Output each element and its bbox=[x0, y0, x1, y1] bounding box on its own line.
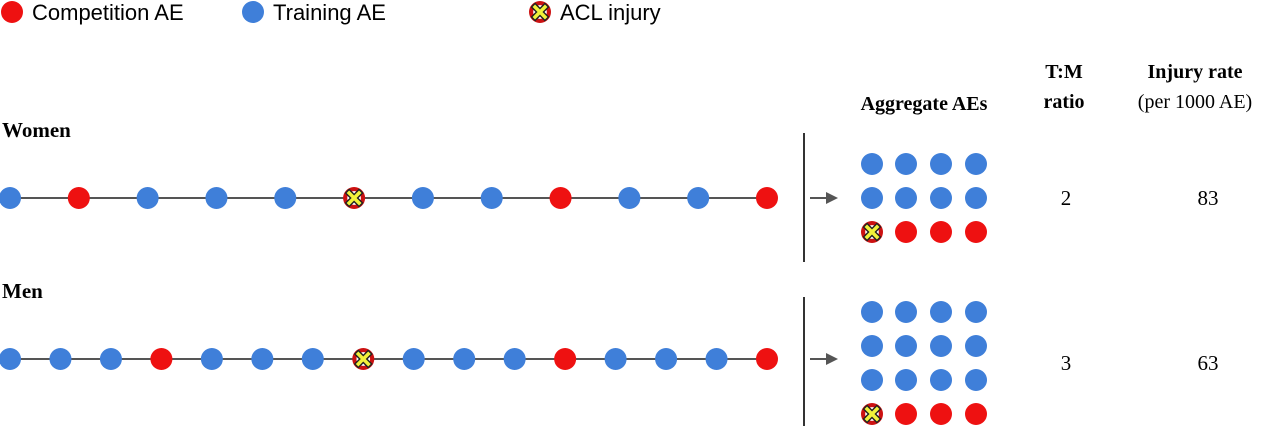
sequence-marker bbox=[200, 348, 223, 370]
rate-header-line2: (per 1000 AE) bbox=[1138, 91, 1252, 113]
aggregate-marker bbox=[930, 403, 952, 425]
training-legend-marker bbox=[242, 1, 264, 23]
training-legend-label: Training AE bbox=[273, 0, 386, 25]
sequence-marker bbox=[453, 348, 476, 370]
aggregate-marker bbox=[965, 153, 987, 175]
ratio-value: 2 bbox=[1061, 186, 1072, 210]
sequence-marker bbox=[136, 187, 159, 209]
sequence-marker bbox=[274, 187, 297, 209]
aggregate-marker bbox=[965, 335, 987, 357]
injury-legend-marker bbox=[529, 1, 551, 23]
aggregate-marker bbox=[861, 369, 883, 391]
sequence-marker bbox=[301, 348, 324, 370]
sequence-marker bbox=[549, 187, 572, 209]
sequence-marker bbox=[0, 187, 21, 209]
ratio-header-line2: ratio bbox=[1043, 91, 1084, 113]
aggregate-marker bbox=[895, 369, 917, 391]
row-label: Women bbox=[2, 118, 71, 142]
rate-header-line1: Injury rate bbox=[1148, 61, 1243, 83]
rate-value: 63 bbox=[1198, 351, 1219, 375]
rate-value: 83 bbox=[1198, 186, 1219, 210]
aggregate-marker bbox=[861, 221, 883, 243]
aggregate-marker bbox=[861, 403, 883, 425]
column-headers: Aggregate AEs T:M ratio Injury rate (per… bbox=[861, 61, 1253, 115]
aggregate-marker bbox=[895, 335, 917, 357]
aggregate-marker bbox=[965, 301, 987, 323]
sequence-marker bbox=[655, 348, 678, 370]
aggregate-marker bbox=[965, 187, 987, 209]
arrow-icon bbox=[810, 353, 838, 365]
sequence-marker bbox=[343, 187, 366, 209]
sequence-marker bbox=[402, 348, 425, 370]
row-label: Men bbox=[2, 279, 43, 303]
legend: Competition AE Training AE ACL injury bbox=[1, 0, 661, 25]
aggregate-marker bbox=[930, 335, 952, 357]
aggregate-marker bbox=[930, 221, 952, 243]
sequence-marker bbox=[0, 348, 21, 370]
sequence-marker bbox=[411, 187, 434, 209]
sequence-marker bbox=[99, 348, 122, 370]
aggregate-marker bbox=[861, 335, 883, 357]
sequence-marker bbox=[503, 348, 526, 370]
aggregate-marker bbox=[965, 403, 987, 425]
aggregate-marker bbox=[861, 301, 883, 323]
aggregate-header: Aggregate AEs bbox=[861, 93, 988, 115]
aggregate-marker bbox=[965, 221, 987, 243]
competition-legend-label: Competition AE bbox=[32, 0, 184, 25]
ratio-header-line1: T:M bbox=[1045, 61, 1083, 83]
aggregate-marker bbox=[895, 221, 917, 243]
sequence-marker bbox=[251, 348, 274, 370]
sequence-marker bbox=[604, 348, 627, 370]
aggregate-marker bbox=[861, 187, 883, 209]
sequence-marker bbox=[554, 348, 577, 370]
sequence-marker bbox=[150, 348, 173, 370]
aggregate-marker bbox=[895, 153, 917, 175]
competition-legend-marker bbox=[1, 1, 23, 23]
aggregate-marker bbox=[930, 187, 952, 209]
ratio-value: 3 bbox=[1061, 351, 1072, 375]
aggregate-marker bbox=[930, 301, 952, 323]
sequence-marker bbox=[618, 187, 641, 209]
sequence-marker bbox=[756, 187, 778, 209]
aggregate-marker bbox=[930, 369, 952, 391]
rows: Women 2 83 Men 3 63 bbox=[0, 118, 1219, 426]
aggregate-grid bbox=[861, 301, 987, 425]
sequence-marker bbox=[67, 187, 90, 209]
sequence-marker bbox=[756, 348, 778, 370]
injury-legend-label: ACL injury bbox=[560, 0, 661, 25]
aggregate-marker bbox=[930, 153, 952, 175]
aggregate-marker bbox=[965, 369, 987, 391]
row-women: Women 2 83 bbox=[0, 118, 1219, 262]
aggregate-marker bbox=[895, 187, 917, 209]
sequence-marker bbox=[352, 348, 375, 370]
aggregate-marker bbox=[895, 403, 917, 425]
aggregate-marker bbox=[895, 301, 917, 323]
aggregate-marker bbox=[861, 153, 883, 175]
sequence-marker bbox=[205, 187, 228, 209]
aggregate-grid bbox=[861, 153, 987, 243]
sequence-marker bbox=[705, 348, 728, 370]
row-men: Men 3 63 bbox=[0, 279, 1219, 426]
sequence-marker bbox=[687, 187, 710, 209]
arrow-icon bbox=[810, 192, 838, 204]
sequence-marker bbox=[49, 348, 72, 370]
sequence-marker bbox=[480, 187, 503, 209]
